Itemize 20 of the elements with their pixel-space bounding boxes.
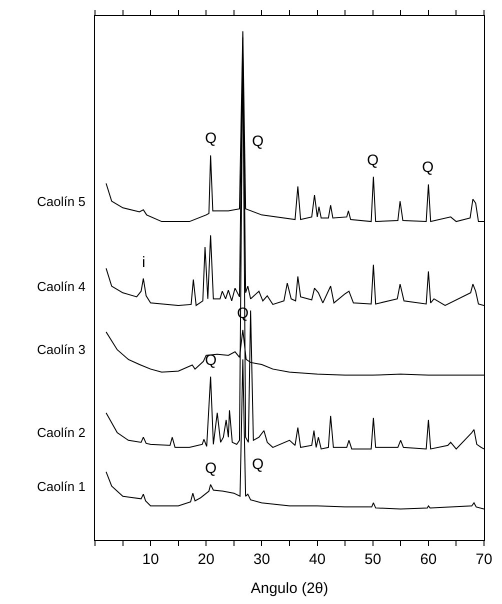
series-label: Caolín 4 <box>37 279 86 294</box>
x-tick-label: 60 <box>420 551 437 568</box>
x-tick-label: 10 <box>142 551 159 568</box>
series-label: Caolín 1 <box>37 479 86 494</box>
series-label: Caolín 2 <box>37 425 86 440</box>
annotation: Q <box>367 152 379 169</box>
annotation: Q <box>252 133 264 150</box>
x-tick-label: 30 <box>253 551 270 568</box>
annotation: Q <box>205 130 217 147</box>
series-label: Caolín 5 <box>37 194 86 209</box>
x-tick-label: 20 <box>198 551 214 568</box>
x-tick-label: 50 <box>364 551 382 568</box>
x-axis-title: Angulo (2θ) <box>250 580 328 597</box>
series-label: Caolín 3 <box>37 342 86 357</box>
annotation: i <box>142 254 146 271</box>
x-tick-label: 70 <box>476 551 492 568</box>
annotation: Q <box>252 456 264 473</box>
x-tick-label: 40 <box>308 551 326 568</box>
annotation: Q <box>422 159 434 176</box>
annotation: Q <box>205 460 217 477</box>
